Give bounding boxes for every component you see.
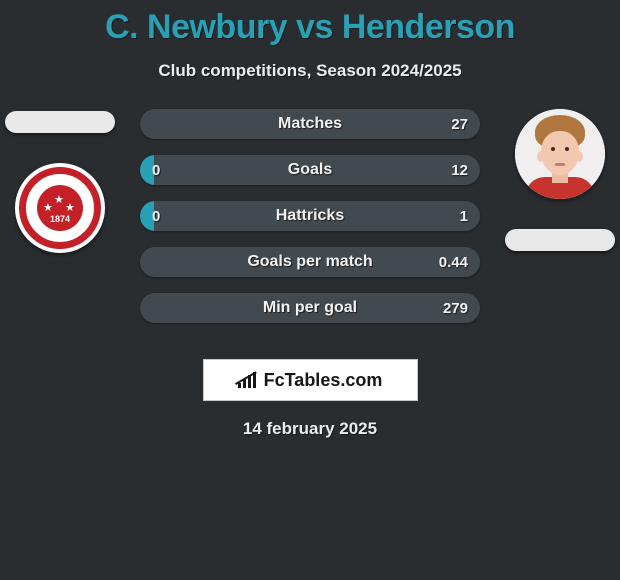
stat-row: Min per goal279 <box>140 293 480 323</box>
stat-label: Hattricks <box>140 201 480 231</box>
stat-value-right: 0.44 <box>439 247 468 277</box>
stat-value-left: 0 <box>152 155 160 185</box>
subtitle: Club competitions, Season 2024/2025 <box>0 61 620 81</box>
stat-label: Matches <box>140 109 480 139</box>
player-right-name-pill <box>505 229 615 251</box>
date-text: 14 february 2025 <box>0 419 620 439</box>
stat-value-right: 12 <box>451 155 468 185</box>
stat-bars: Matches27Goals012Hattricks01Goals per ma… <box>140 109 480 339</box>
player-right-avatar <box>515 109 605 199</box>
stat-label: Goals <box>140 155 480 185</box>
footer-brand-text: FcTables.com <box>264 370 383 391</box>
player-right-column <box>500 109 620 251</box>
player-left-name-pill <box>5 111 115 133</box>
stat-value-left: 0 <box>152 201 160 231</box>
star-icon: ★ <box>43 203 53 214</box>
stat-label: Min per goal <box>140 293 480 323</box>
barchart-icon <box>238 372 258 388</box>
comparison-panel: ★ ★ ★ 1874 Matches27Goals012Hattricks01G… <box>0 109 620 339</box>
badge-year: 1874 <box>37 214 83 224</box>
player-left-column: ★ ★ ★ 1874 <box>0 109 120 253</box>
stat-value-right: 279 <box>443 293 468 323</box>
stat-row: Goals0 12 <box>140 155 480 185</box>
stat-value-right: 27 <box>451 109 468 139</box>
stat-value-right: 1 <box>460 201 468 231</box>
stat-label: Goals per match <box>140 247 480 277</box>
footer-brand: FcTables.com <box>203 359 418 401</box>
star-icon: ★ <box>54 195 64 206</box>
player-left-badge: ★ ★ ★ 1874 <box>15 163 105 253</box>
star-icon: ★ <box>65 203 75 214</box>
stat-row: Matches27 <box>140 109 480 139</box>
page-title: C. Newbury vs Henderson <box>0 0 620 47</box>
stat-row: Goals per match0.44 <box>140 247 480 277</box>
stat-row: Hattricks0 1 <box>140 201 480 231</box>
